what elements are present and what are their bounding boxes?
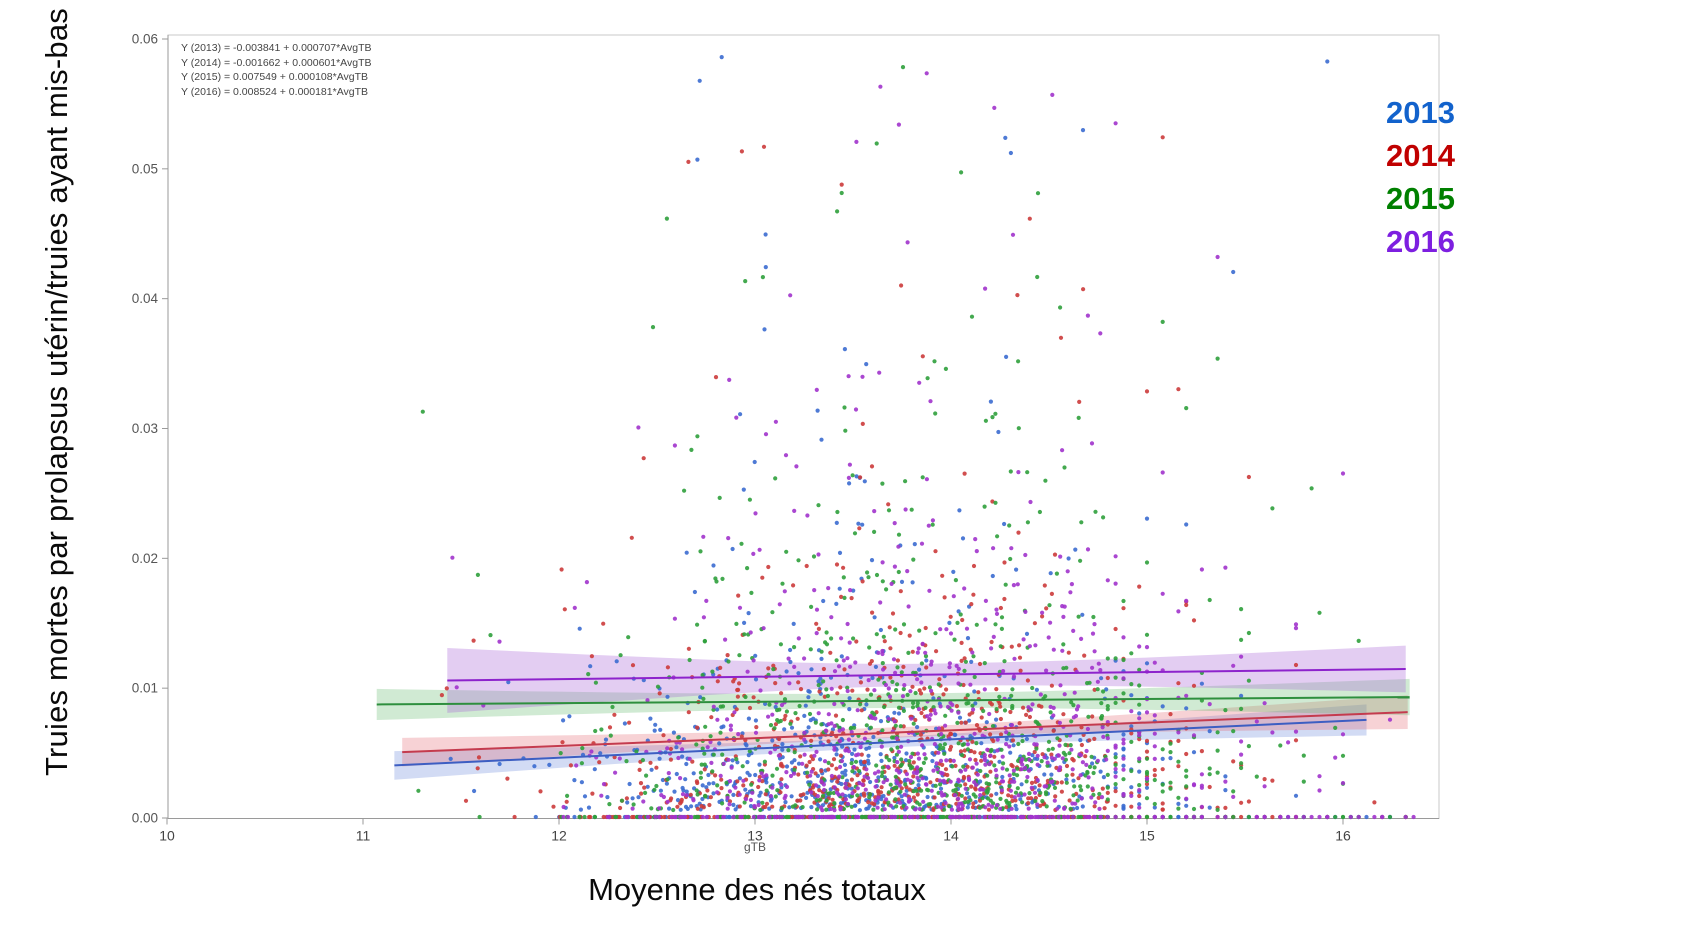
- x-tick-label: 10: [159, 828, 175, 844]
- x-tick-label: 15: [1139, 828, 1155, 844]
- confidence-band-2016: [447, 645, 1406, 713]
- y-tick-label: 0.06: [132, 32, 158, 47]
- trend-line-2014: [402, 711, 1408, 754]
- x-axis-ticks: 10 11 12 13 14 15 16: [159, 818, 1351, 844]
- x-tick-label: 16: [1335, 828, 1351, 844]
- x-tick-label: 13: [747, 828, 763, 844]
- x-axis-field-label: gTB: [743, 840, 767, 854]
- trend-line-2015: [376, 696, 1410, 706]
- equation-line-2015: Y (2015) = 0.007549 + 0.000108*AvgTB: [181, 71, 369, 84]
- regression-equations-block: Y (2013) = -0.003841 + 0.000707*AvgTB Y (…: [181, 41, 372, 99]
- legend-item-2016[interactable]: 2016: [1386, 224, 1455, 259]
- x-tick-label: 14: [943, 828, 959, 844]
- y-axis-ticks: 0.00 0.01 0.02 0.03 0.04 0.05 0.06: [132, 32, 168, 826]
- legend: 2013 2014 2015 2016: [1386, 96, 1455, 268]
- equation-line-2013: Y (2013) = -0.003841 + 0.000707*AvgTB: [181, 42, 372, 54]
- legend-item-2013[interactable]: 2013: [1386, 95, 1455, 130]
- trend-line-2013: [394, 718, 1367, 767]
- scatter-points-2015: [416, 65, 1408, 820]
- y-tick-label: 0.00: [132, 811, 158, 826]
- equation-line-2014: Y (2014) = -0.001662 + 0.000601*AvgTB: [181, 56, 372, 69]
- legend-item-2015[interactable]: 2015: [1386, 181, 1455, 216]
- equation-line-2016: Y (2016) = 0.008524 + 0.000181*AvgTB: [181, 85, 369, 98]
- x-axis-title: Moyenne des nés totaux: [588, 872, 926, 907]
- y-tick-label: 0.03: [132, 421, 158, 436]
- y-tick-label: 0.05: [132, 161, 158, 176]
- y-tick-label: 0.01: [132, 681, 158, 696]
- confidence-band-2014: [402, 695, 1408, 767]
- trend-line-2016: [447, 667, 1406, 682]
- confidence-band-2015: [376, 678, 1410, 721]
- y-tick-label: 0.02: [132, 551, 158, 566]
- x-tick-label: 12: [551, 828, 567, 844]
- legend-item-2014[interactable]: 2014: [1386, 138, 1455, 173]
- x-tick-label: 11: [356, 828, 371, 844]
- y-axis-title: Truies mortes par prolapsus utérin/truie…: [39, 8, 74, 776]
- y-tick-label: 0.04: [132, 291, 159, 306]
